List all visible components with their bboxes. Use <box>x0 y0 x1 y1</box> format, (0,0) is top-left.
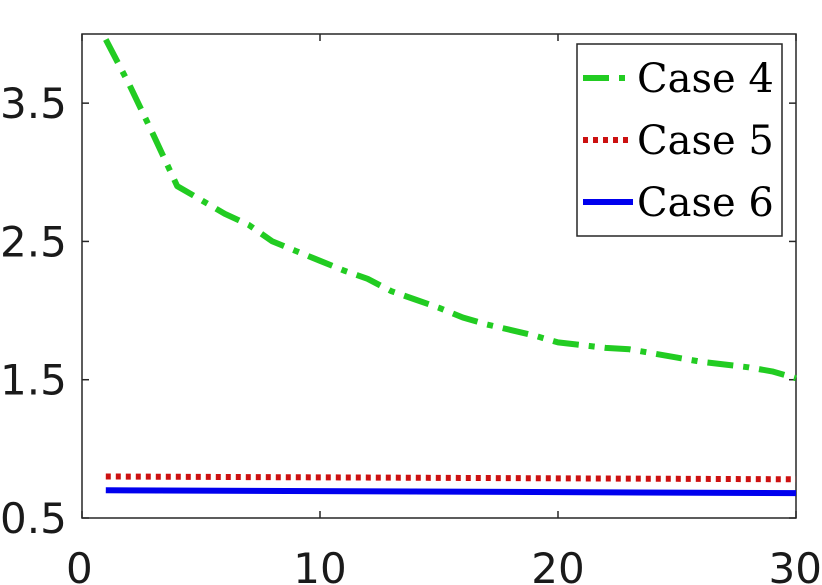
y-tick-label: 1.5 <box>0 356 67 405</box>
series-line-case-6 <box>105 487 797 497</box>
y-tick-label: 3.5 <box>0 79 67 128</box>
y-tick-label: 0.5 <box>0 494 67 543</box>
y-tick-label: 2.5 <box>0 217 67 266</box>
x-tick-label: 0 <box>66 544 93 585</box>
legend-label: Case 5 <box>637 118 774 164</box>
x-tick-label: 30 <box>769 544 822 585</box>
legend: Case 4 Case 5 Case 6 <box>576 43 783 237</box>
x-tick-label: 20 <box>531 544 584 585</box>
x-tick-label: 10 <box>293 544 346 585</box>
series-line-case-4 <box>103 38 797 382</box>
legend-label: Case 4 <box>637 56 774 102</box>
legend-label: Case 6 <box>637 180 774 226</box>
